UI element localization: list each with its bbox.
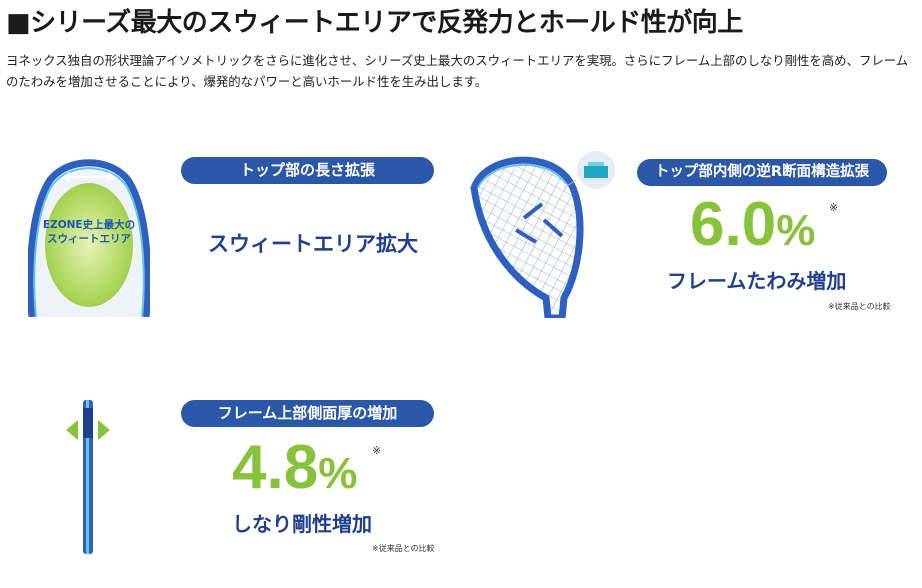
- feature3-unit: %: [318, 449, 358, 498]
- racket-top-section-illustration: [470, 151, 615, 318]
- feature3-value: 4.8: [232, 433, 319, 502]
- feature3-pill: フレーム上部側面厚の増加: [181, 400, 434, 427]
- feature2-unit: %: [776, 206, 816, 255]
- feature1-label: スウィートエリア拡大: [208, 232, 418, 256]
- feature3-asterisk: ※: [372, 444, 382, 457]
- feature2-percentage: 6.0%: [690, 194, 815, 256]
- sweet-area-callout: EZONE史上最大の スウィートエリア: [28, 218, 150, 246]
- feature3-label: しなり剛性増加: [232, 512, 372, 536]
- feature2-note: ※従来品との比較: [828, 302, 891, 311]
- racket-sweet-area-illustration: [28, 159, 150, 317]
- feature2-pill: トップ部内側の逆R断面構造拡張: [637, 159, 887, 186]
- racket-side-profile-illustration: [66, 400, 110, 554]
- feature3-note: ※従来品との比較: [372, 544, 435, 553]
- page-title: ■シリーズ最大のスウィートエリアで反発力とホールド性が向上: [6, 8, 743, 38]
- callout-line-1: EZONE史上最大の: [42, 219, 136, 231]
- callout-line-2: スウィートエリア: [47, 233, 131, 245]
- feature3-percentage: 4.8%: [232, 437, 357, 499]
- feature2-value: 6.0: [690, 190, 777, 259]
- feature2-label: フレームたわみ増加: [667, 269, 847, 293]
- feature2-asterisk: ※: [829, 201, 839, 214]
- feature1-pill: トップ部の長さ拡張: [181, 157, 434, 184]
- intro-paragraph: ヨネックス独自の形状理論アイソメトリックをさらに進化させ、シリーズ史上最大のスウ…: [6, 53, 909, 89]
